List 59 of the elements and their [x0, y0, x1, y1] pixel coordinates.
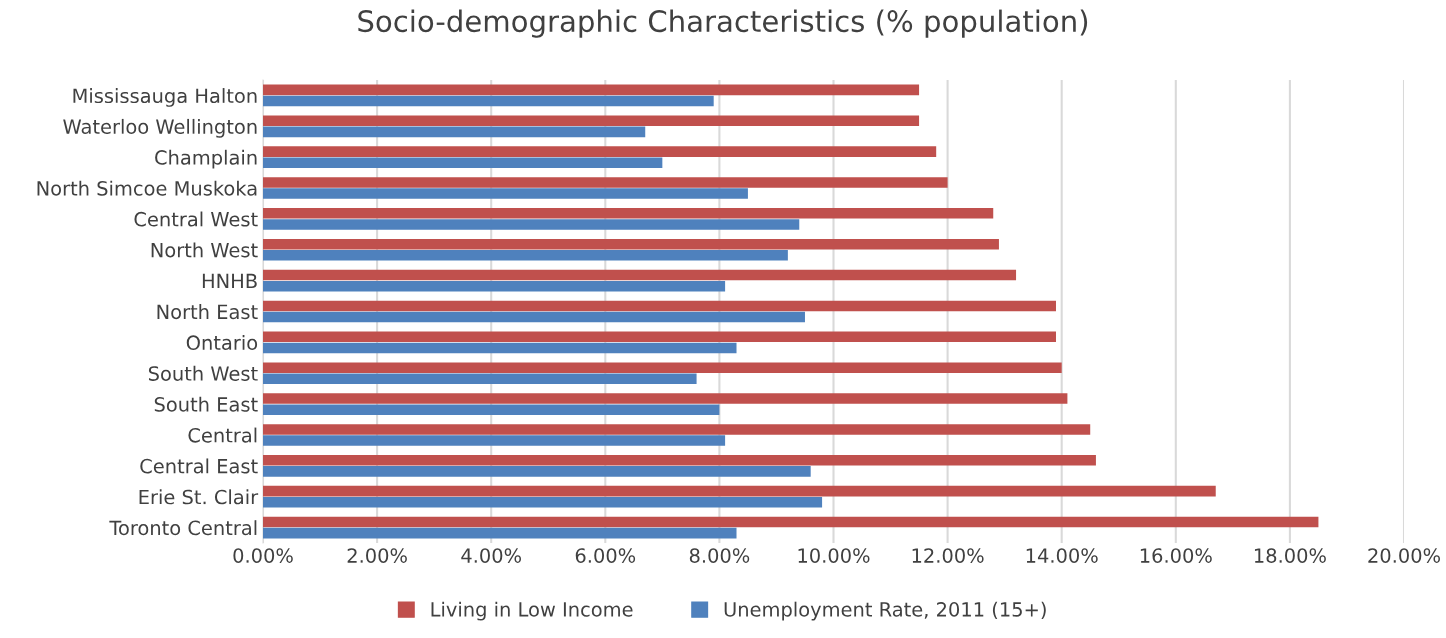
y-tick-label: Central East: [140, 458, 258, 474]
bar: [263, 485, 1216, 497]
y-tick-label: Waterloo Wellington: [63, 118, 257, 138]
bar: [263, 496, 823, 508]
y-tick-label: Champlain: [155, 149, 257, 169]
chart-title: Socio-demographic Characteristics (% population): [358, 9, 1088, 38]
y-tick-label: North East: [157, 304, 258, 320]
bar: [263, 219, 800, 230]
legend-label: Unemployment Rate, 2011 (15+): [724, 601, 1046, 621]
bar: [263, 435, 726, 446]
bar: [263, 208, 994, 219]
y-tick-label: Central: [188, 427, 257, 443]
y-tick-label: South West: [148, 365, 258, 381]
x-tick-label: 2.00%: [347, 548, 407, 563]
bar: [263, 238, 999, 250]
x-tick-label: 6.00%: [575, 548, 636, 563]
bar: [263, 95, 714, 107]
x-tick-label: 20.00%: [1368, 548, 1440, 563]
x-tick-label: 14.00%: [1026, 548, 1098, 563]
x-tick-label: 12.00%: [912, 548, 984, 563]
legend-label: Living in Low Income: [431, 601, 633, 621]
bar: [263, 300, 1056, 312]
bar: [263, 188, 748, 199]
bar: [263, 404, 720, 415]
bar: [263, 342, 737, 354]
bar: [263, 115, 920, 127]
x-tick-label: 10.00%: [798, 548, 870, 563]
y-tick-label: Toronto Central: [109, 520, 257, 536]
bar: [263, 424, 1091, 435]
bar: [263, 146, 937, 157]
bar: [263, 269, 1017, 281]
bar: [263, 84, 920, 96]
y-tick-label: Erie St. Clair: [139, 489, 259, 505]
y-tick-label: South East: [154, 396, 258, 412]
bar: [263, 527, 737, 539]
y-tick-label: North West: [151, 242, 258, 258]
y-tick-label: Mississauga Halton: [73, 88, 257, 107]
bar: [263, 177, 948, 188]
y-tick-label: Central West: [134, 211, 258, 227]
bar: [263, 393, 1068, 404]
bar: [263, 126, 646, 138]
x-tick-label: 16.00%: [1140, 548, 1212, 563]
bar: [263, 516, 1319, 528]
y-tick-label: Ontario: [186, 334, 258, 351]
bar: [263, 362, 1062, 373]
bar: [263, 466, 811, 477]
bar: [263, 331, 1056, 343]
bar: [263, 311, 805, 323]
bar: [263, 250, 788, 261]
x-tick-label: 8.00%: [689, 548, 750, 563]
x-tick-label: 18.00%: [1254, 548, 1326, 563]
y-tick-label: HNHB: [202, 273, 257, 289]
bar: [263, 373, 697, 385]
bar: [263, 455, 1096, 466]
x-tick-label: 0.00%: [233, 548, 293, 563]
bar: [263, 157, 663, 168]
x-tick-label: 4.00%: [461, 548, 522, 563]
y-tick-label: North Simcoe Muskoka: [37, 180, 257, 196]
bar: [263, 280, 726, 292]
